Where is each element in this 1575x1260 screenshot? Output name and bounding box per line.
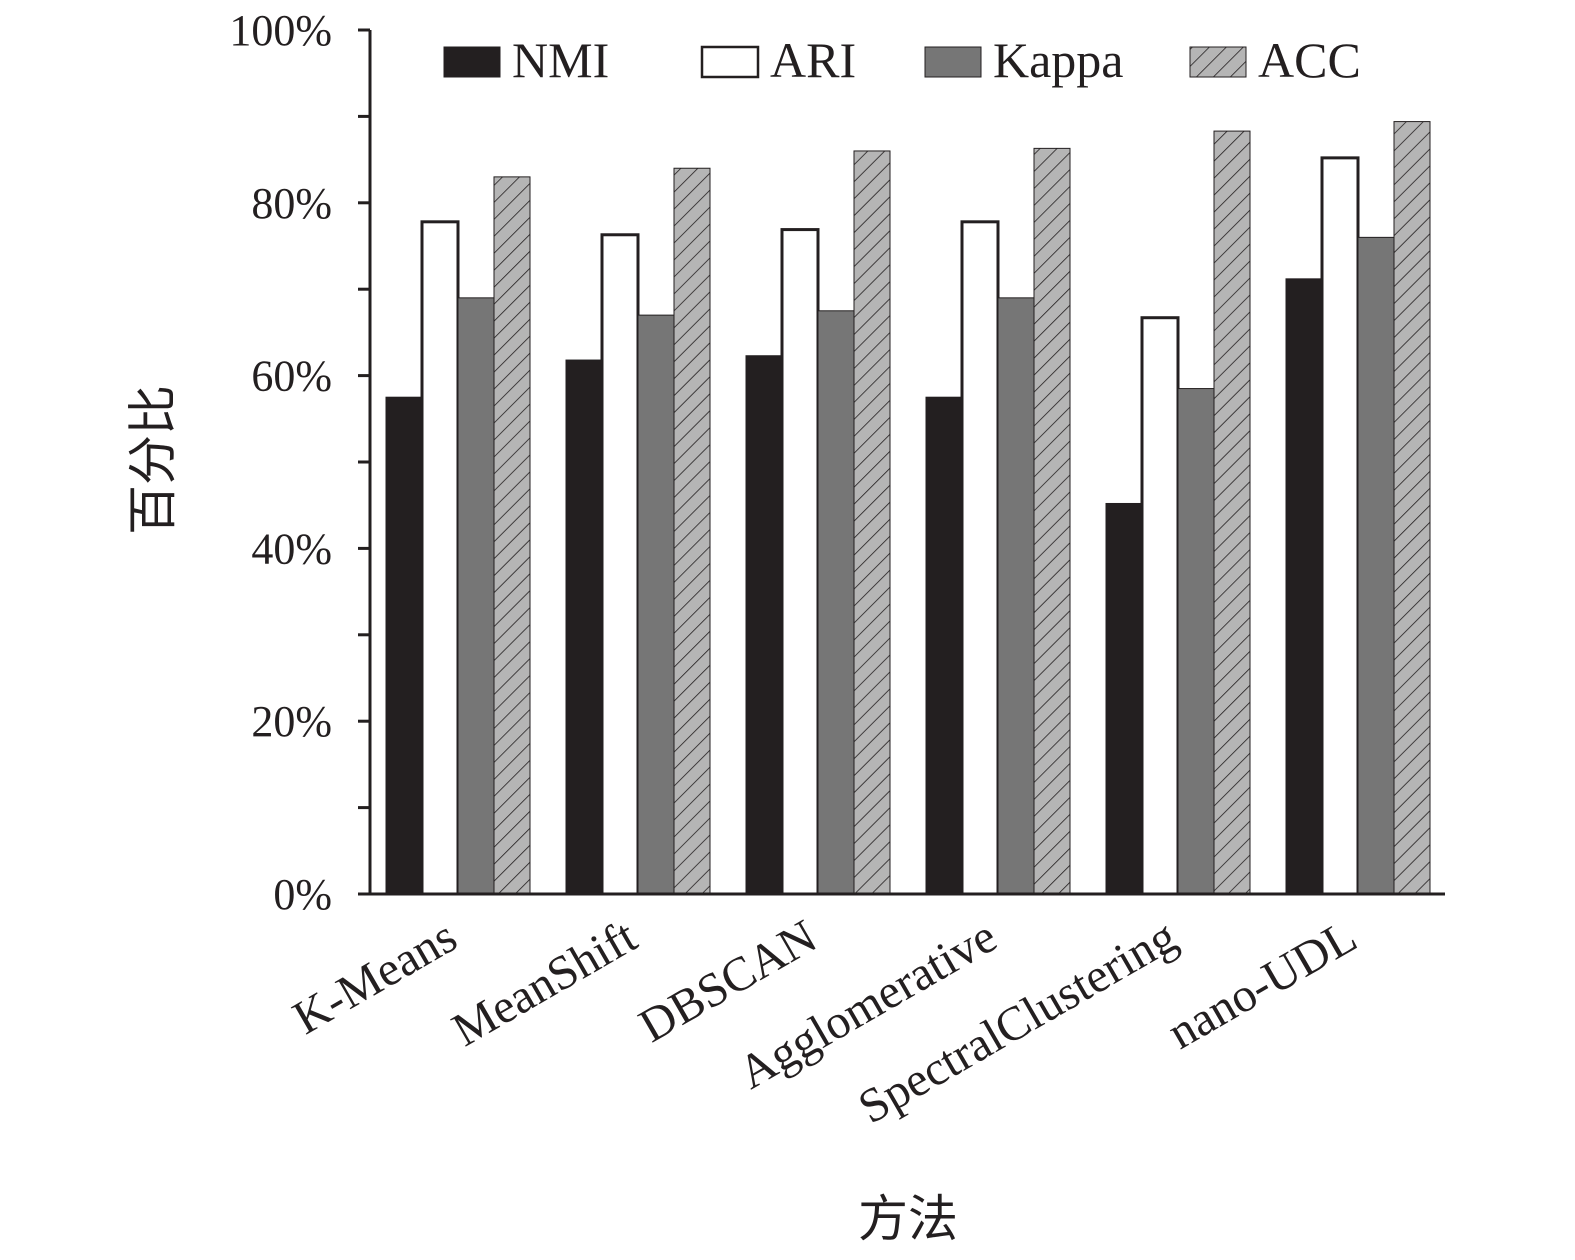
legend-label-ari: ARI [770, 32, 856, 88]
bar-nmi-2 [745, 355, 783, 895]
bar-kappa-1 [637, 314, 675, 895]
legend: NMI ARI Kappa ACC [443, 32, 1361, 88]
legend-label-kappa: Kappa [993, 32, 1124, 88]
legend-label-nmi: NMI [512, 32, 609, 88]
bar-acc-1 [673, 167, 711, 895]
bar-nmi-0 [385, 396, 423, 895]
bar-ari-0 [420, 220, 460, 896]
y-tick-label: 20% [251, 697, 332, 746]
plot-area: K-MeansMeanShiftDBSCANAgglomerativeSpect… [229, 6, 1445, 1134]
legend-label-acc: ACC [1258, 32, 1361, 88]
bar-ari-2 [780, 228, 820, 896]
x-tick-label: SpectralClustering [850, 910, 1186, 1135]
y-tick-label: 60% [251, 352, 332, 401]
bar-kappa-2 [817, 310, 855, 895]
bar-nmi-4 [1105, 502, 1143, 895]
bar-kappa-0 [457, 297, 495, 895]
y-tick-label: 100% [229, 6, 332, 55]
bar-ari-4 [1140, 316, 1180, 896]
x-axis-title: 方法 [858, 1190, 958, 1248]
x-tick-label: K-Means [284, 910, 465, 1045]
y-tick-label: 40% [251, 524, 332, 573]
bar-acc-2 [853, 150, 891, 895]
bar-acc-5 [1393, 121, 1431, 895]
x-tick-label: MeanShift [444, 909, 647, 1057]
legend-swatch-nmi [443, 46, 501, 78]
legend-swatch-ari [700, 45, 760, 79]
bar-acc-3 [1033, 147, 1071, 895]
bar-ari-3 [960, 220, 1000, 896]
x-tick-label: nano-UDL [1159, 910, 1366, 1060]
legend-swatch-acc [1189, 46, 1247, 78]
bar-nmi-1 [565, 359, 603, 895]
y-tick-label: 0% [273, 870, 332, 919]
bar-nmi-5 [1285, 278, 1323, 895]
bar-kappa-4 [1177, 388, 1215, 895]
y-tick-label: 80% [251, 179, 332, 228]
bar-kappa-5 [1357, 236, 1395, 895]
bar-nmi-3 [925, 396, 963, 895]
bar-kappa-3 [997, 297, 1035, 895]
bar-acc-0 [493, 176, 531, 895]
bar-ari-1 [600, 233, 640, 896]
y-axis-title: 百分比 [124, 385, 182, 535]
bar-ari-5 [1320, 156, 1360, 896]
legend-swatch-kappa [924, 46, 982, 78]
bar-acc-4 [1213, 130, 1251, 895]
